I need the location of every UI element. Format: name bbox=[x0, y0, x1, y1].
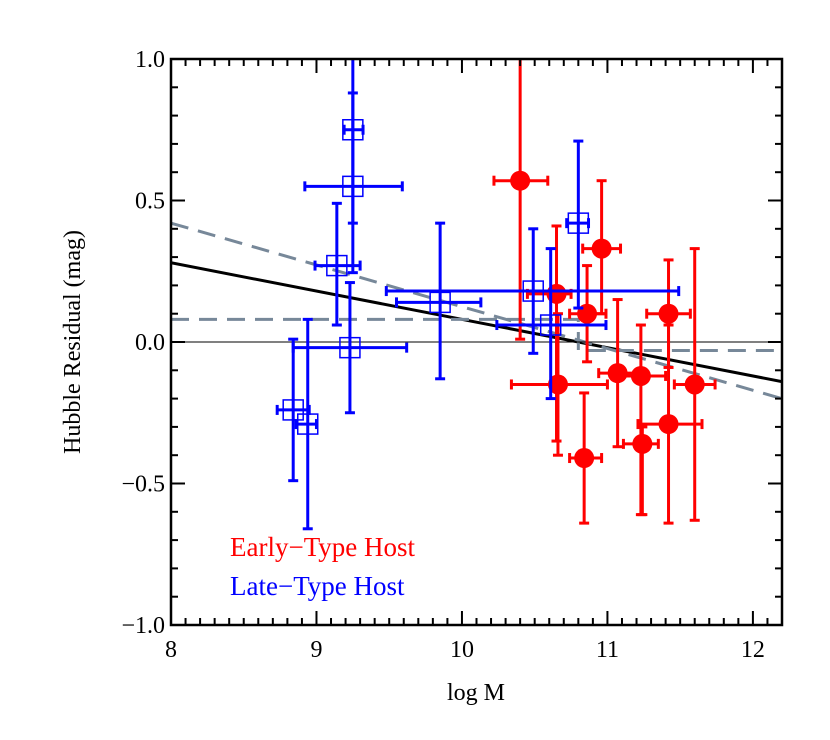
data-point bbox=[495, 247, 608, 401]
dashed-fit-line bbox=[171, 317, 782, 352]
marker-circle bbox=[574, 448, 595, 469]
y-tick-labels: 1.0 0.5 0.0 −0.5 −1.0 bbox=[121, 47, 165, 639]
data-point bbox=[313, 201, 362, 327]
marker-circle bbox=[510, 170, 531, 191]
x-tick-label: 8 bbox=[165, 637, 177, 663]
fit-lines bbox=[171, 221, 782, 401]
x-tick-label: 11 bbox=[596, 637, 619, 663]
data-point bbox=[294, 317, 319, 531]
y-tick-label: −0.5 bbox=[121, 472, 165, 498]
marker-circle bbox=[658, 414, 679, 435]
data-point bbox=[394, 221, 483, 381]
x-tick-labels: 8 9 10 11 12 bbox=[165, 637, 765, 663]
data-point bbox=[621, 425, 660, 517]
marker-square bbox=[567, 212, 590, 234]
data-point bbox=[384, 227, 681, 355]
data-point bbox=[303, 59, 404, 275]
marker-circle bbox=[658, 303, 679, 324]
marker-square bbox=[282, 399, 304, 421]
marker-square bbox=[339, 336, 361, 359]
marker-square bbox=[342, 175, 364, 198]
marker-square bbox=[296, 413, 319, 435]
x-axis-title: log M bbox=[447, 680, 505, 706]
data-point bbox=[565, 139, 591, 310]
dashed-fit-line bbox=[171, 221, 782, 401]
data-points bbox=[275, 59, 717, 531]
marker-circle bbox=[547, 374, 568, 395]
x-tick-label: 12 bbox=[741, 637, 765, 663]
data-point bbox=[672, 247, 717, 522]
marker-square bbox=[539, 314, 562, 336]
marker-square bbox=[326, 254, 348, 277]
data-point bbox=[275, 337, 311, 483]
y-tick-label: 0.5 bbox=[135, 189, 165, 215]
axis-ticks bbox=[170, 58, 783, 626]
data-point bbox=[568, 391, 604, 525]
data-point bbox=[597, 298, 639, 449]
y-tick-label: 0.0 bbox=[135, 330, 165, 356]
marker-circle bbox=[630, 365, 651, 386]
y-axis-title: Hubble Residual (mag) bbox=[60, 230, 86, 454]
marker-circle bbox=[684, 374, 705, 395]
marker-circle bbox=[591, 238, 612, 259]
x-tick-label: 9 bbox=[310, 637, 322, 663]
data-point bbox=[636, 323, 704, 525]
marker-square bbox=[522, 280, 544, 302]
y-tick-label: 1.0 bbox=[135, 47, 165, 73]
marker-circle bbox=[632, 433, 653, 454]
fit-line bbox=[171, 261, 782, 384]
data-point bbox=[291, 281, 409, 415]
legend-late-type: Late−Type Host bbox=[230, 571, 405, 601]
legend-early-type: Early−Type Host bbox=[230, 532, 416, 562]
x-tick-label: 10 bbox=[450, 637, 474, 663]
data-point bbox=[509, 312, 609, 457]
marker-circle bbox=[607, 363, 628, 384]
y-tick-label: −1.0 bbox=[121, 613, 165, 639]
